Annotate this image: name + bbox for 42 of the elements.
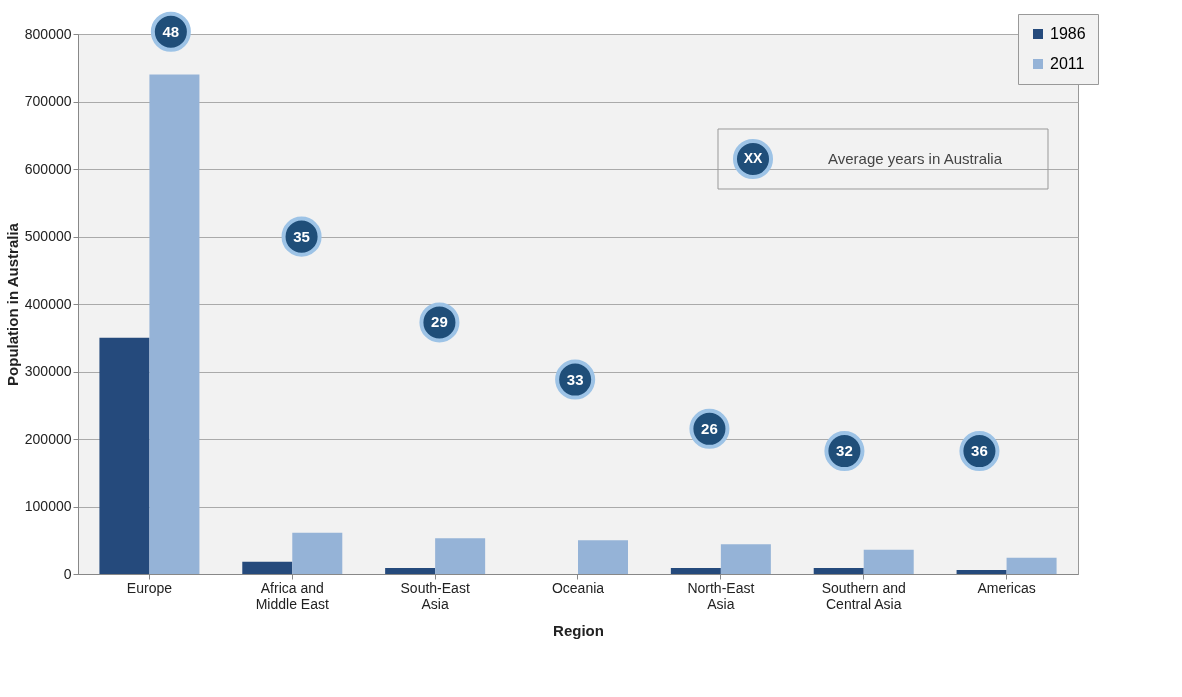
y-tick-label: 300000 [24,363,72,379]
bar [578,540,628,574]
bar [670,567,721,574]
annotation: Average years in Australia [828,150,1003,167]
annotation: 36 [971,442,988,460]
x-tick-label: Oceania [551,579,605,596]
annotation: 32 [836,442,853,460]
y-tick-label: 800000 [24,25,72,42]
bar [720,544,771,574]
y-tick-label: 500000 [24,228,72,244]
legend-label: 1986 [1050,25,1086,42]
bar [863,549,914,574]
legend-label: 2011 [1050,55,1085,72]
y-tick-label: 0 [63,565,72,582]
x-tick-label: South-East Asia [400,579,470,612]
bar [292,532,343,574]
bar [956,569,1007,574]
annotation: 26 [701,419,718,437]
annotation: 33 [566,370,584,388]
bar [435,538,486,574]
x-axis-title: Region [553,621,604,639]
y-tick-label: 700000 [24,93,72,109]
annotation: 29 [431,313,448,331]
x-tick-label: Southern and Central Asia [821,579,906,612]
y-tick-label: 200000 [24,430,72,447]
x-tick-label: Europe [126,579,173,596]
y-axis-title: Population in Australia [3,222,21,386]
y-tick-label: 100000 [24,498,72,514]
bar [242,561,293,574]
bar [1006,557,1057,574]
bar [385,567,436,574]
bar [149,74,200,574]
x-tick-label: Africa and Middle East [255,579,329,612]
annotation: XX [743,150,763,166]
x-tick-label: North-East Asia [687,579,755,612]
annotation: 35 [293,227,310,245]
y-tick-label: 400000 [24,295,72,312]
y-tick-label: 600000 [24,160,72,177]
annotation: 48 [162,22,180,40]
bar [813,567,864,574]
x-tick-label: Americas [977,579,1036,596]
bar [99,337,150,574]
